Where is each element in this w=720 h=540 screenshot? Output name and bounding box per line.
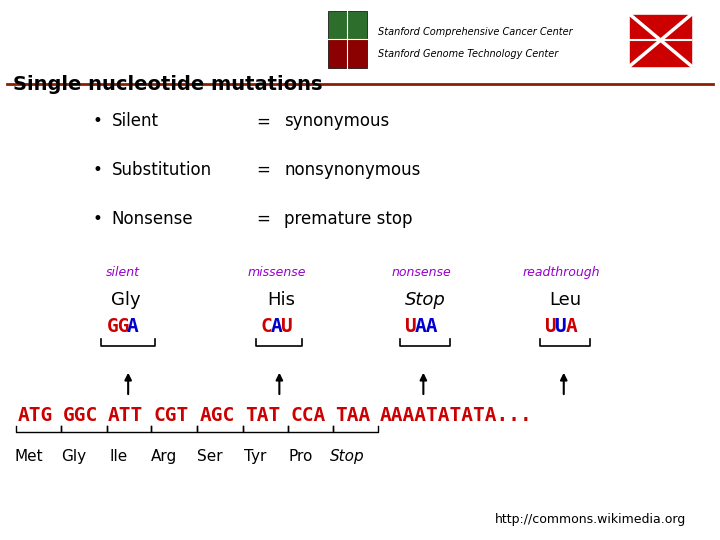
Text: C: C — [261, 317, 272, 336]
Text: •: • — [92, 210, 102, 228]
Text: =: = — [256, 112, 270, 131]
Text: His: His — [267, 291, 294, 309]
Text: synonymous: synonymous — [284, 112, 390, 131]
Text: Stop: Stop — [405, 291, 445, 309]
Text: ATG: ATG — [18, 406, 53, 426]
Text: AA: AA — [415, 317, 438, 336]
Text: Ile: Ile — [109, 449, 128, 464]
Text: •: • — [92, 112, 102, 131]
Text: Gly: Gly — [111, 291, 141, 309]
Text: Nonsense: Nonsense — [112, 210, 193, 228]
Bar — [328, 11, 367, 39]
Text: CGT: CGT — [153, 406, 189, 426]
Text: AGC: AGC — [199, 406, 235, 426]
Text: GG: GG — [107, 317, 130, 336]
Text: GGC: GGC — [63, 406, 99, 426]
Text: U: U — [405, 317, 416, 336]
Text: Arg: Arg — [151, 449, 177, 464]
Text: premature stop: premature stop — [284, 210, 413, 228]
Text: nonsynonymous: nonsynonymous — [284, 161, 420, 179]
Text: silent: silent — [105, 266, 140, 279]
Text: U: U — [545, 317, 557, 336]
Text: Tyr: Tyr — [244, 449, 267, 464]
Text: AAAATATATA...: AAAATATATA... — [380, 406, 533, 426]
Text: CCA: CCA — [290, 406, 325, 426]
Text: nonsense: nonsense — [392, 266, 451, 279]
Text: Ser: Ser — [197, 449, 223, 464]
Bar — [328, 39, 367, 68]
Text: ATT: ATT — [108, 406, 143, 426]
Text: TAA: TAA — [335, 406, 370, 426]
Text: readthrough: readthrough — [523, 266, 600, 279]
Text: A: A — [565, 317, 577, 336]
Bar — [630, 15, 691, 66]
Text: Met: Met — [14, 449, 43, 464]
Text: Silent: Silent — [112, 112, 158, 131]
Text: •: • — [92, 161, 102, 179]
Text: Single nucleotide mutations: Single nucleotide mutations — [13, 75, 323, 93]
Text: A: A — [271, 317, 282, 336]
Text: missense: missense — [248, 266, 307, 279]
Text: Pro: Pro — [289, 449, 313, 464]
Text: Stanford Comprehensive Cancer Center: Stanford Comprehensive Cancer Center — [378, 28, 572, 37]
Text: Leu: Leu — [549, 291, 581, 309]
Text: http://commons.wikimedia.org: http://commons.wikimedia.org — [495, 514, 686, 526]
Text: Stop: Stop — [330, 449, 364, 464]
Text: =: = — [256, 210, 270, 228]
Text: U: U — [555, 317, 567, 336]
Text: U: U — [281, 317, 292, 336]
Text: Substitution: Substitution — [112, 161, 212, 179]
Text: A: A — [127, 317, 138, 336]
Text: Gly: Gly — [62, 449, 86, 464]
Text: TAT: TAT — [245, 406, 280, 426]
Text: Stanford Genome Technology Center: Stanford Genome Technology Center — [378, 49, 558, 59]
Text: =: = — [256, 161, 270, 179]
